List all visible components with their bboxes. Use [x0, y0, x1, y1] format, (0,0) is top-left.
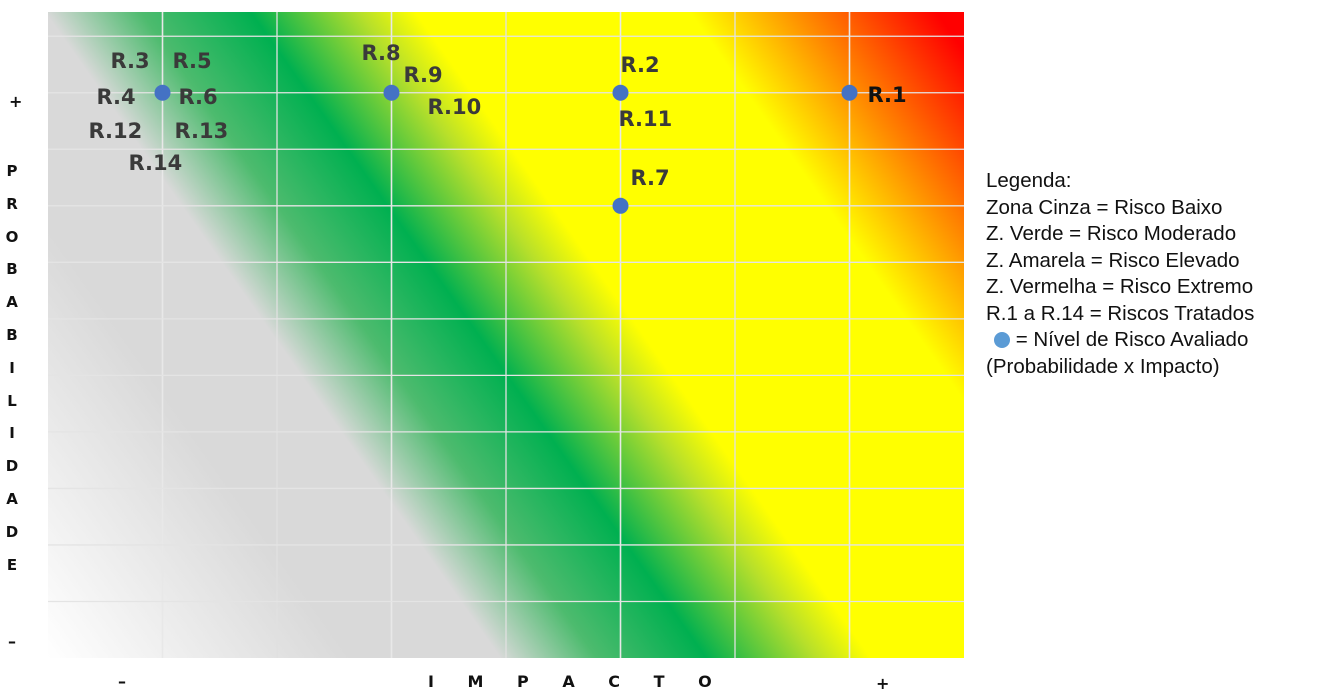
y-axis-letter: I: [9, 358, 15, 377]
risk-point: [612, 197, 629, 214]
x-axis-max-sign: +: [876, 674, 890, 693]
x-axis-min-sign: –: [118, 672, 126, 691]
legend-item: Zona Cinza = Risco Baixo: [986, 195, 1223, 219]
legend-item-dot: = Nível de Risco Avaliado: [986, 327, 1254, 354]
risk-label: R.11: [618, 106, 673, 131]
legend-item: R.1 a R.14 = Riscos Tratados: [986, 301, 1255, 325]
risk-label: R.4: [96, 84, 136, 109]
risk-points: [154, 84, 858, 214]
risk-label: R.7: [630, 165, 670, 190]
risk-point: [383, 84, 400, 101]
y-axis-min-sign: –: [8, 632, 16, 651]
y-axis-letter: B: [6, 326, 18, 344]
risk-label: R.9: [403, 62, 443, 87]
risk-label: R.5: [172, 48, 212, 73]
risk-label: R.8: [361, 40, 401, 65]
risk-label: R.12: [88, 118, 143, 143]
risk-label: R.3: [110, 48, 150, 73]
legend-item: Z. Amarela = Risco Elevado: [986, 248, 1240, 272]
y-axis-letter: A: [6, 490, 18, 508]
risk-point: [612, 84, 629, 101]
y-axis-max-sign: +: [9, 92, 23, 111]
legend-title: Legenda:: [986, 169, 1072, 192]
risk-point: [841, 84, 858, 101]
risk-matrix-plot: R.3 R.5 R.4 R.6 R.12 R.13 R.14 R.8 R.9 R.10 R.2 R.1…: [48, 12, 964, 658]
legend-item: Z. Vermelha = Risco Extremo: [986, 275, 1254, 298]
risk-label: R.13: [174, 118, 229, 143]
grid-lines: [48, 12, 964, 658]
y-axis-letter: B: [6, 260, 18, 279]
legend-item: (Probabilidade x Impacto): [986, 354, 1220, 378]
y-axis-letter: P: [6, 162, 18, 180]
risk-label: R.10: [427, 94, 482, 119]
y-axis-letter: R: [6, 194, 18, 213]
legend-dot-icon: [994, 332, 1010, 348]
y-axis-letter: D: [5, 522, 19, 541]
y-axis-letter: E: [6, 555, 18, 574]
risk-label: R.6: [178, 84, 218, 109]
x-axis-label: I M P A C T O: [428, 672, 726, 691]
legend-dot-label: = Nível de Risco Avaliado: [1015, 328, 1249, 351]
risk-label: R.14: [128, 150, 183, 175]
legend-item: Z. Verde = Risco Moderado: [986, 222, 1237, 245]
legend: Legenda: Zona Cinza = Risco Baixo Z. Ver…: [986, 168, 1254, 380]
risk-label: R.2: [620, 52, 660, 77]
y-axis-letter: L: [7, 391, 17, 410]
y-axis-letter: D: [5, 457, 19, 476]
risk-label: R.1: [867, 82, 907, 107]
risk-point: [154, 84, 171, 101]
y-axis-letter: I: [9, 424, 15, 443]
y-axis-letter: A: [6, 293, 18, 312]
y-axis-letter: O: [5, 227, 19, 246]
